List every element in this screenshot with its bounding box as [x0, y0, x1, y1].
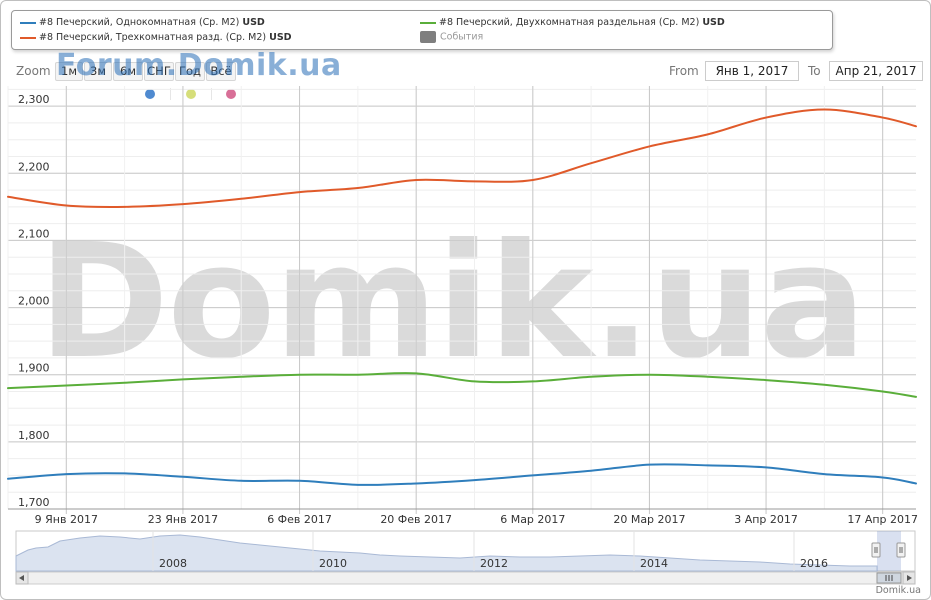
to-date-input[interactable]: Апр 21, 2017 — [829, 61, 923, 81]
grid — [7, 86, 916, 514]
event-marker-pink[interactable] — [226, 89, 236, 99]
navigator-handle-left[interactable] — [871, 542, 881, 558]
series-line-1[interactable] — [7, 108, 917, 208]
legend-label: #8 Печерский, Однокомнатная (Ср. М2) — [39, 17, 240, 28]
legend: #8 Печерский, Однокомнатная (Ср. М2) USD… — [11, 10, 833, 50]
event-marker-blue[interactable] — [145, 89, 155, 99]
y-tick-label: 2,200 — [18, 160, 50, 173]
navigator-x-axis: 2008 2010 2012 2014 2016 — [152, 531, 828, 571]
zoom-button-ytd[interactable]: СНГ — [144, 62, 174, 81]
x-tick-label: 6 Мар 2017 — [500, 513, 565, 526]
zoom-button-3m[interactable]: 3м — [84, 62, 112, 81]
navigator-handle-right[interactable] — [896, 542, 906, 558]
x-tick-label: 17 Апр 2017 — [847, 513, 918, 526]
legend-item-two-room[interactable]: #8 Печерский, Двухкомнатная раздельная (… — [420, 17, 725, 28]
series-line-2[interactable] — [7, 372, 917, 398]
x-tick-label: 6 Фев 2017 — [267, 513, 332, 526]
x-axis: 9 Янв 2017 23 Янв 2017 6 Фев 2017 20 Фев 20… — [8, 508, 918, 526]
navigator-area — [15, 534, 878, 572]
legend-label: События — [440, 31, 484, 43]
x-tick-label: 3 Апр 2017 — [734, 513, 798, 526]
legend-unit: USD — [702, 17, 725, 28]
zoom-label: Zoom — [16, 64, 51, 78]
credits[interactable]: Domik.ua — [875, 585, 921, 596]
y-axis: 1,700 1,800 1,900 2,000 2,100 2,200 2,300 — [18, 93, 50, 509]
y-tick-label: 2,000 — [18, 295, 50, 308]
event-marker-yellow[interactable] — [186, 89, 196, 99]
legend-label: #8 Печерский, Двухкомнатная раздельная (… — [439, 17, 700, 28]
navigator-tick-label: 2008 — [159, 557, 187, 570]
chevron-left-icon — [19, 575, 24, 581]
legend-swatch — [20, 21, 36, 24]
navigator-tick-label: 2012 — [480, 557, 508, 570]
navigator: 2008 2010 2012 2014 2016 — [15, 530, 916, 572]
scrollbar-track[interactable] — [15, 571, 916, 585]
zoom-button-6m[interactable]: 6м — [113, 62, 143, 81]
zoom-button-1m[interactable]: 1м — [55, 62, 83, 81]
legend-unit: USD — [269, 32, 292, 43]
y-tick-label: 2,100 — [18, 227, 50, 240]
navigator-tick-label: 2010 — [319, 557, 347, 570]
y-tick-label: 1,900 — [18, 362, 50, 375]
from-date-input[interactable]: Янв 1, 2017 — [705, 61, 799, 81]
legend-item-one-room[interactable]: #8 Печерский, Однокомнатная (Ср. М2) USD — [20, 17, 265, 28]
x-tick-label: 20 Фев 2017 — [380, 513, 452, 526]
x-tick-label: 23 Янв 2017 — [148, 513, 218, 526]
navigator-tick-label: 2014 — [640, 557, 668, 570]
scrollbar[interactable] — [15, 571, 916, 585]
legend-unit: USD — [242, 17, 265, 28]
y-tick-label: 2,300 — [18, 93, 50, 106]
y-tick-label: 1,700 — [18, 496, 50, 509]
event-separator — [170, 88, 171, 100]
x-tick-label: 9 Янв 2017 — [35, 513, 98, 526]
series-line-3[interactable] — [7, 463, 917, 486]
to-label: To — [808, 64, 821, 78]
x-tick-label: 20 Мар 2017 — [613, 513, 685, 526]
legend-swatch — [20, 36, 36, 39]
y-tick-label: 1,800 — [18, 429, 50, 442]
legend-item-events[interactable]: События — [420, 31, 483, 43]
legend-item-three-room[interactable]: #8 Печерский, Трехкомнатная разд. (Ср. М… — [20, 32, 292, 43]
navigator-tick-label: 2016 — [800, 557, 828, 570]
chevron-right-icon — [907, 575, 912, 581]
from-label: From — [669, 64, 699, 78]
zoom-button-all[interactable]: Всё — [206, 62, 236, 81]
legend-swatch — [420, 21, 436, 24]
zoom-button-year[interactable]: Год — [175, 62, 205, 81]
event-separator — [211, 88, 212, 100]
series-group — [7, 108, 917, 486]
legend-label: #8 Печерский, Трехкомнатная разд. (Ср. М… — [39, 32, 267, 43]
legend-swatch — [420, 31, 436, 43]
